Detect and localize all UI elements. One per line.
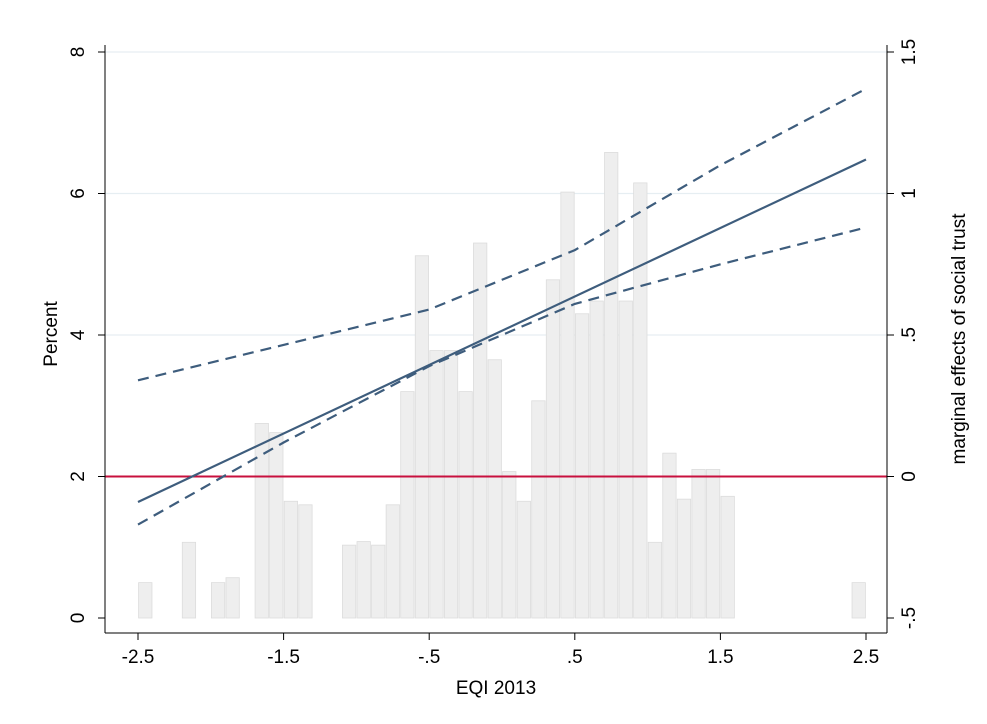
histogram-bar (516, 500, 531, 619)
histogram-bar (531, 400, 546, 619)
histogram-bar (254, 423, 269, 619)
histogram-bar (487, 359, 502, 619)
histogram-bar (473, 242, 488, 619)
y-tick-label-right: 1 (899, 188, 920, 199)
x-tick-label: -2.5 (122, 647, 155, 668)
y-tick-label-right: 1.5 (899, 39, 920, 65)
x-tick-label: 1.5 (707, 647, 733, 668)
histogram-bar (298, 504, 313, 619)
y-tick-label-left: 2 (68, 471, 89, 482)
histogram-bar (575, 313, 590, 619)
y2-axis-label: marginal effects of social trust (949, 213, 970, 465)
histogram-bar (676, 498, 692, 619)
y-tick-label-left: 4 (68, 329, 89, 340)
histogram-bar (458, 391, 473, 619)
y-tick-label-right: -.5 (899, 607, 920, 629)
x-axis-label: EQI 2013 (456, 678, 536, 699)
histogram-bar (502, 471, 517, 619)
tick-marks: -2.5 -1.5 -.5 .5 1.5 2.5 0 2 4 6 8 -.5 0 .5 1 1.5 (68, 39, 920, 668)
histogram-bar (356, 541, 371, 619)
histogram-bar (851, 582, 866, 619)
x-tick-label: .5 (567, 647, 583, 668)
estimate-line (137, 158, 867, 503)
axes (104, 45, 888, 634)
histogram-bar (269, 432, 284, 619)
y-axis-label: Percent (41, 301, 62, 367)
histogram-bar (342, 544, 357, 619)
histogram-bar (371, 544, 386, 619)
upper-ci-line (137, 87, 867, 382)
x-tick-label: -1.5 (267, 647, 300, 668)
histogram-bar (225, 577, 240, 619)
histogram-bar (618, 300, 633, 619)
histogram-bar (400, 391, 415, 619)
histogram-bar (720, 495, 735, 619)
histogram-bar (210, 582, 226, 619)
histogram-bar (138, 582, 153, 619)
histogram-bar (385, 504, 400, 619)
histogram-bar (647, 541, 662, 619)
histogram-bar (633, 182, 648, 619)
histogram-bar (283, 500, 298, 619)
y-tick-label-left: 0 (68, 613, 89, 624)
histogram-bar (662, 452, 677, 619)
y-tick-label-left: 6 (68, 188, 89, 199)
x-tick-label: 2.5 (853, 647, 879, 668)
histogram-bar (604, 152, 619, 619)
histogram-bar (691, 469, 706, 619)
histogram-bar (429, 350, 444, 619)
y-tick-label-right: .5 (899, 327, 920, 343)
histogram-bar (414, 255, 429, 619)
marginal-effect-lines (137, 87, 867, 526)
histogram-bar (443, 350, 459, 619)
histogram-bar (181, 541, 197, 619)
histogram-bar (589, 300, 604, 619)
histogram-bar (706, 469, 721, 619)
histogram-bar (545, 279, 561, 619)
x-tick-label: -.5 (418, 647, 440, 668)
y-tick-label-right: 0 (899, 471, 920, 482)
y-tick-label-left: 8 (68, 47, 89, 58)
histogram-bar (560, 191, 575, 619)
